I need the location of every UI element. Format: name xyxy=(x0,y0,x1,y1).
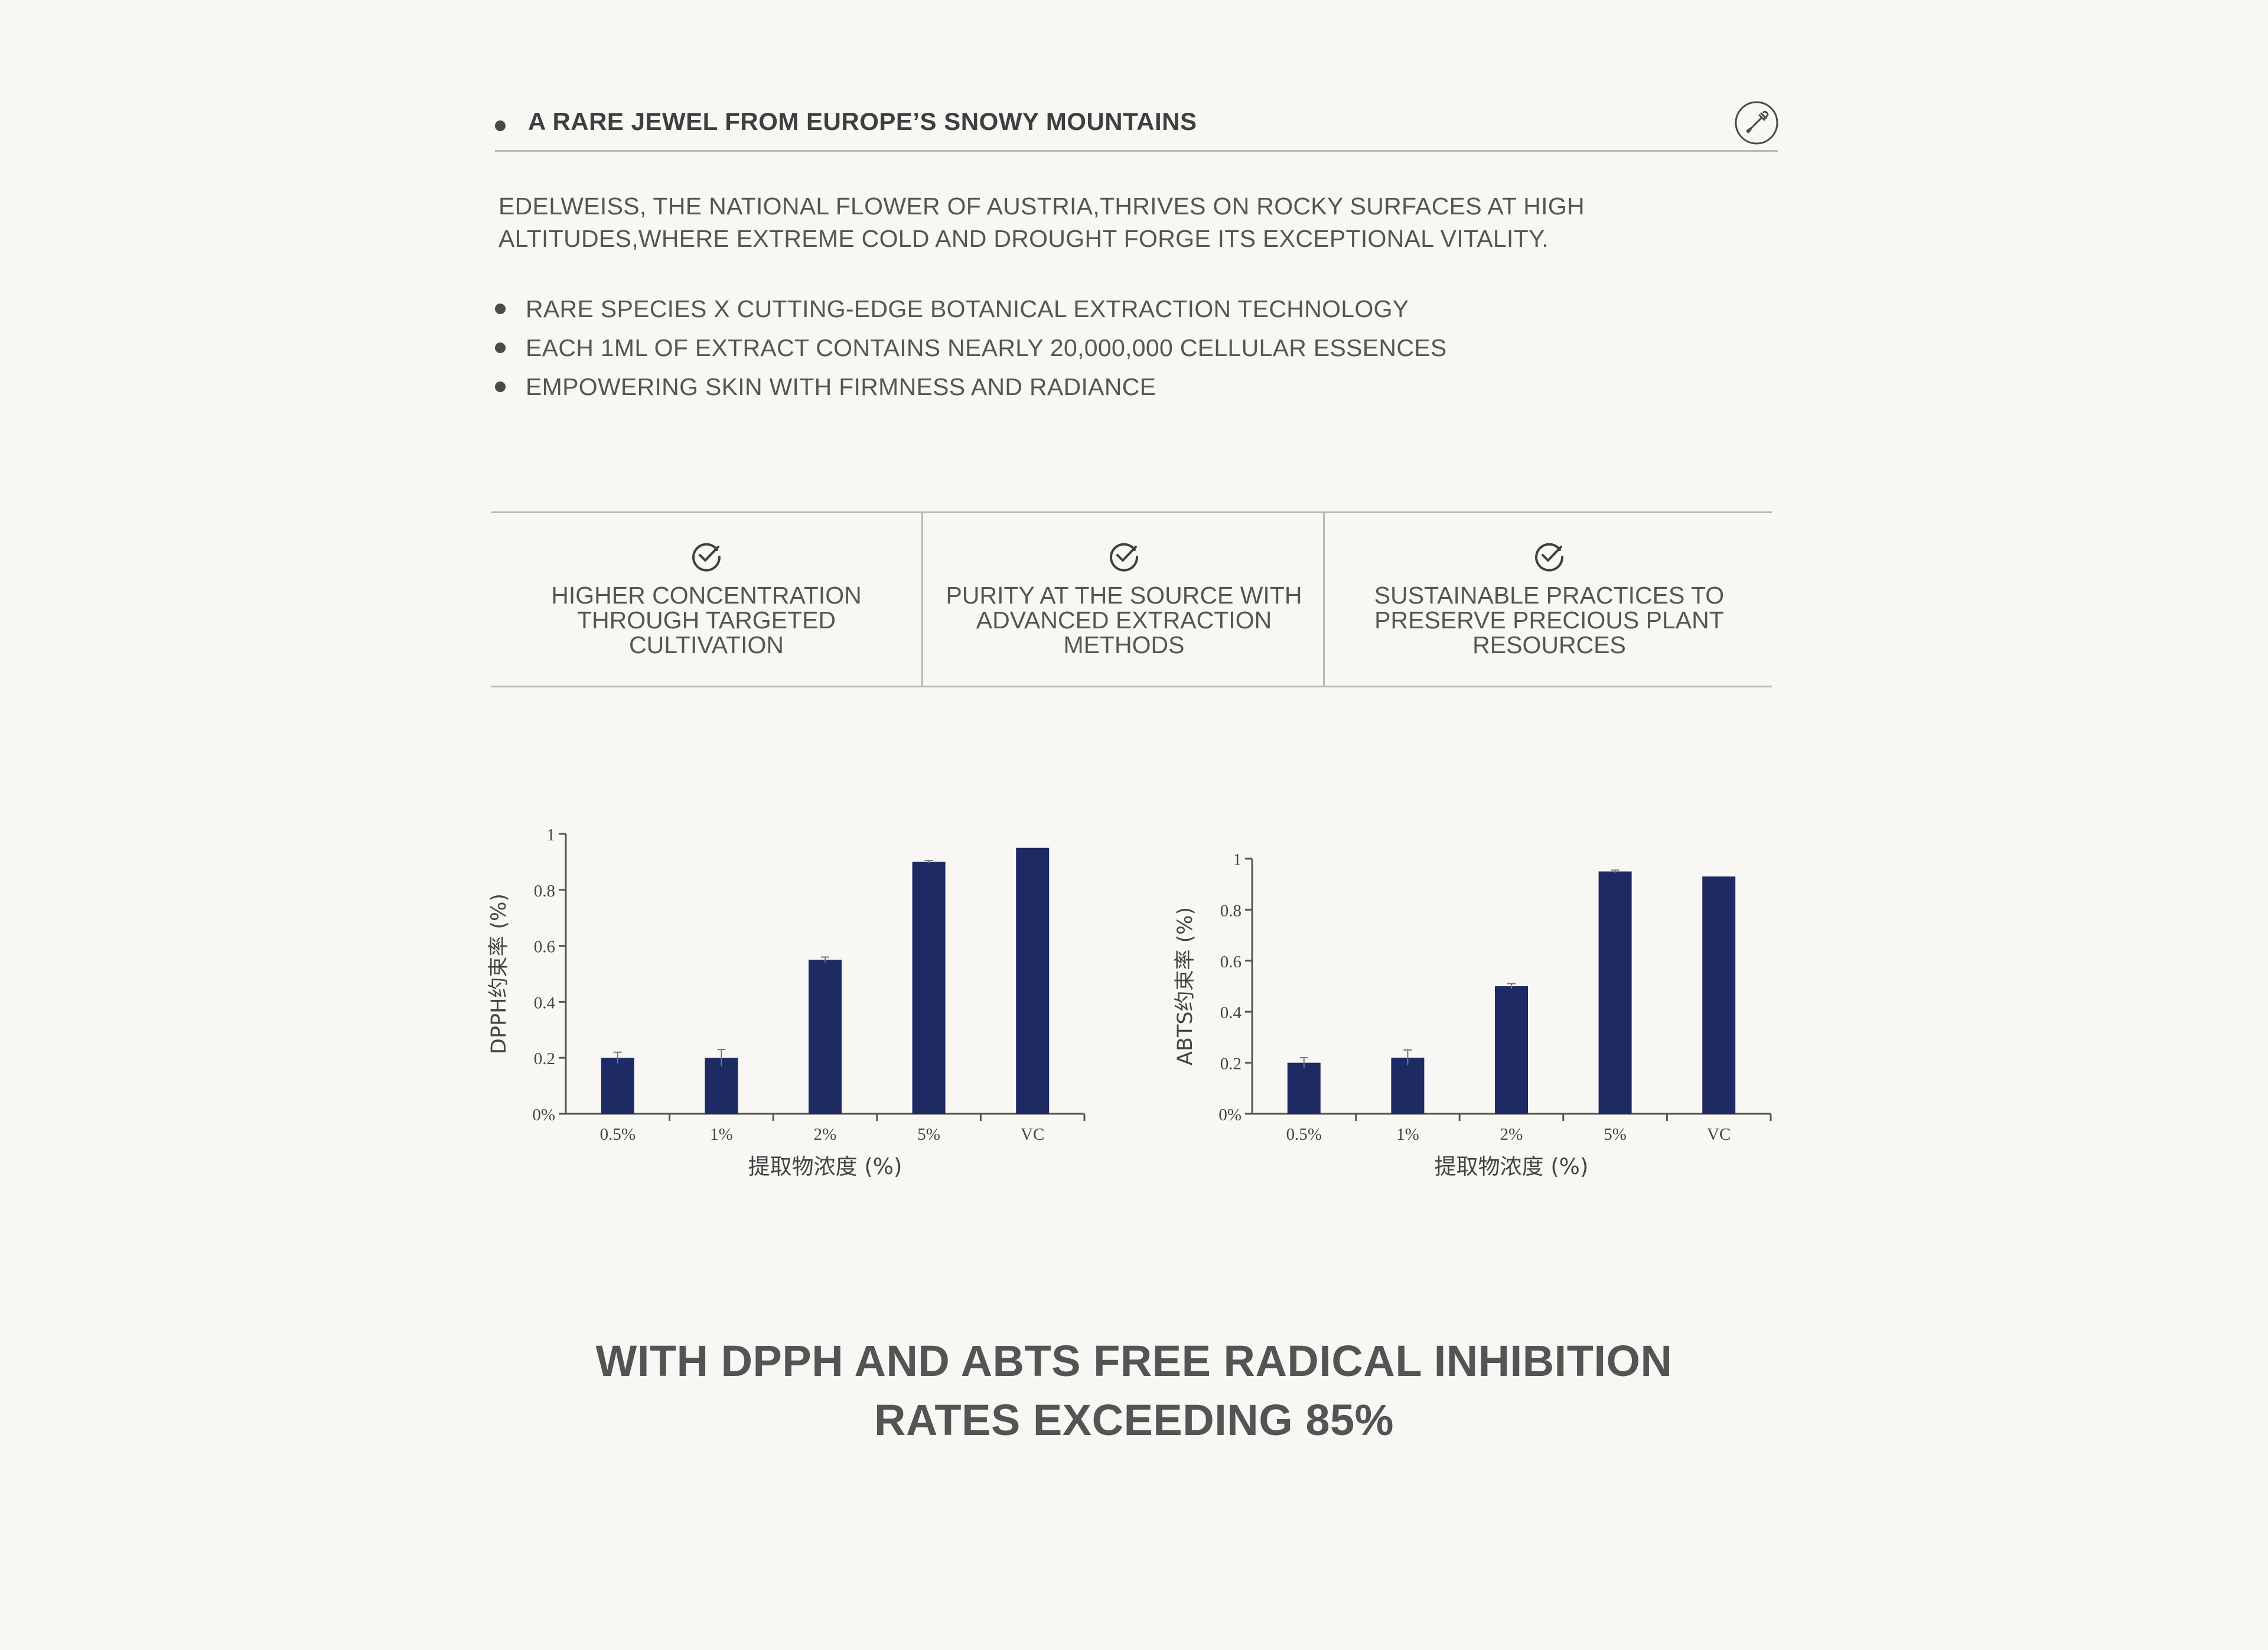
feature-grid: HIGHER CONCENTRATION THROUGH TARGETED CU… xyxy=(491,511,1772,687)
check-circle-icon xyxy=(1535,543,1564,572)
footer-headline: WITH DPPH AND ABTS FREE RADICAL INHIBITI… xyxy=(0,1332,2268,1450)
list-item-text: EACH 1ML OF EXTRACT CONTAINS NEARLY 20,0… xyxy=(526,334,1447,361)
y-tick-label: 1 xyxy=(1233,850,1242,869)
list-item: EACH 1ML OF EXTRACT CONTAINS NEARLY 20,0… xyxy=(495,328,1447,367)
y-tick-label: 0% xyxy=(1218,1106,1241,1124)
x-tick-label: VC xyxy=(1707,1125,1731,1144)
y-axis-title: DPPH约束率 (%) xyxy=(487,894,511,1054)
list-item: RARE SPECIES X CUTTING-EDGE BOTANICAL EX… xyxy=(495,289,1447,328)
feature-card: PURITY AT THE SOURCE WITH ADVANCED EXTRA… xyxy=(921,513,1325,686)
x-tick-label: 5% xyxy=(917,1125,940,1144)
feature-text: HIGHER CONCENTRATION THROUGH TARGETED CU… xyxy=(551,582,862,658)
x-tick-label: 0.5% xyxy=(600,1125,636,1144)
y-tick-label: 1 xyxy=(547,826,556,844)
y-tick-label: 0.8 xyxy=(1220,901,1241,920)
bar xyxy=(809,960,842,1114)
dpph-chart: 0% 0.2 0.4 0.6 0.8 1 0.5% 1% 2% 5% VC 提取物浓度 (%) DPPH… xyxy=(483,815,1097,1193)
x-tick-label: 0.5% xyxy=(1286,1125,1322,1144)
footer-line: WITH DPPH AND ABTS FREE RADICAL INHIBITI… xyxy=(595,1336,1673,1385)
dpph-chart-svg: 0% 0.2 0.4 0.6 0.8 1 0.5% 1% 2% 5% VC 提取物浓度 (%) DPPH… xyxy=(487,826,1086,1179)
x-axis-title: 提取物浓度 (%) xyxy=(1435,1154,1589,1179)
feature-card: HIGHER CONCENTRATION THROUGH TARGETED CU… xyxy=(491,513,921,686)
y-tick-label: 0.2 xyxy=(534,1049,555,1068)
x-tick-label: 2% xyxy=(1500,1125,1523,1144)
section-title: A RARE JEWEL FROM EUROPE’S SNOWY MOUNTAI… xyxy=(528,107,1197,135)
bar xyxy=(1391,1057,1425,1114)
list-item: EMPOWERING SKIN WITH FIRMNESS AND RADIAN… xyxy=(495,367,1447,406)
y-tick-label: 0% xyxy=(532,1106,555,1124)
y-tick-label: 0.6 xyxy=(534,938,555,957)
bar xyxy=(1495,986,1528,1114)
feature-card: SUSTAINABLE PRACTICES TO PRESERVE PRECIO… xyxy=(1323,513,1774,686)
bar xyxy=(601,1058,634,1114)
check-circle-icon xyxy=(692,543,721,572)
x-tick-label: 1% xyxy=(1396,1125,1419,1144)
feature-text: SUSTAINABLE PRACTICES TO PRESERVE PRECIO… xyxy=(1374,582,1725,658)
bullet-dot xyxy=(495,120,506,131)
intro-paragraph: EDELWEISS, THE NATIONAL FLOWER OF AUSTRI… xyxy=(498,193,1585,252)
bar xyxy=(1702,876,1736,1114)
y-axis-title: ABTS约束率 (%) xyxy=(1174,907,1197,1065)
y-tick-label: 0.4 xyxy=(534,993,556,1012)
y-tick-label: 0.8 xyxy=(534,882,555,901)
bullet-list: RARE SPECIES X CUTTING-EDGE BOTANICAL EX… xyxy=(495,289,1447,406)
footer-line: RATES EXCEEDING 85% xyxy=(874,1395,1394,1444)
bar xyxy=(1016,847,1050,1114)
bar xyxy=(705,1058,738,1114)
bullet-dot xyxy=(495,343,506,353)
bullet-dot xyxy=(495,381,506,392)
bullet-dot xyxy=(495,304,506,314)
check-circle-icon xyxy=(1110,543,1139,572)
bar xyxy=(912,862,946,1114)
y-tick-label: 0.6 xyxy=(1220,953,1241,971)
bar xyxy=(1598,871,1632,1114)
feature-text: PURITY AT THE SOURCE WITH ADVANCED EXTRA… xyxy=(946,582,1302,658)
list-item-text: RARE SPECIES X CUTTING-EDGE BOTANICAL EX… xyxy=(526,295,1409,322)
abts-chart: 0% 0.2 0.4 0.6 0.8 1 0.5% 1% 2% 5% VC 提取物浓度 (%) ABTS… xyxy=(1169,815,1784,1193)
x-axis-title: 提取物浓度 (%) xyxy=(748,1154,902,1179)
y-tick-label: 0.4 xyxy=(1220,1003,1242,1022)
x-tick-label: 1% xyxy=(710,1125,733,1144)
x-tick-label: VC xyxy=(1021,1125,1044,1144)
section-header: A RARE JEWEL FROM EUROPE’S SNOWY MOUNTAI… xyxy=(495,100,1778,152)
abts-chart-svg: 0% 0.2 0.4 0.6 0.8 1 0.5% 1% 2% 5% VC 提取物浓度 (%) ABTS… xyxy=(1174,850,1772,1179)
list-item-text: EMPOWERING SKIN WITH FIRMNESS AND RADIAN… xyxy=(526,373,1156,400)
dropper-icon xyxy=(1735,101,1778,145)
x-tick-label: 2% xyxy=(814,1125,837,1144)
y-tick-label: 0.2 xyxy=(1220,1055,1241,1074)
bar xyxy=(1287,1062,1321,1114)
x-tick-label: 5% xyxy=(1604,1125,1627,1144)
